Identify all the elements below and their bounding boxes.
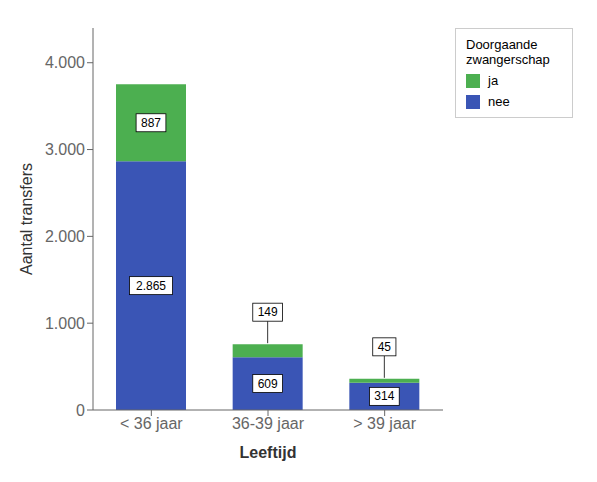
svg-text:Aantal transfers: Aantal transfers — [18, 163, 35, 275]
svg-text:4.000: 4.000 — [45, 54, 85, 71]
svg-text:< 36 jaar: < 36 jaar — [120, 415, 183, 432]
svg-text:0: 0 — [76, 402, 85, 419]
svg-text:> 39 jaar: > 39 jaar — [353, 415, 416, 432]
html-text:Doorgaande: Doorgaande — [466, 37, 538, 52]
svg-text:149: 149 — [258, 305, 278, 319]
svg-text:2.000: 2.000 — [45, 228, 85, 245]
html-text:ja: ja — [488, 73, 499, 88]
svg-text:36-39 jaar: 36-39 jaar — [232, 415, 305, 432]
html-text:nee: nee — [488, 94, 510, 109]
svg-text:887: 887 — [141, 116, 161, 130]
svg-text:609: 609 — [258, 377, 278, 391]
svg-text:45: 45 — [378, 340, 392, 354]
svg-text:2.865: 2.865 — [136, 279, 166, 293]
svg-text:Leeftijd: Leeftijd — [240, 444, 297, 461]
svg-text:3.000: 3.000 — [45, 141, 85, 158]
svg-text:314: 314 — [374, 389, 394, 403]
svg-text:1.000: 1.000 — [45, 315, 85, 332]
html-text:zwangerschap: zwangerschap — [466, 52, 550, 67]
